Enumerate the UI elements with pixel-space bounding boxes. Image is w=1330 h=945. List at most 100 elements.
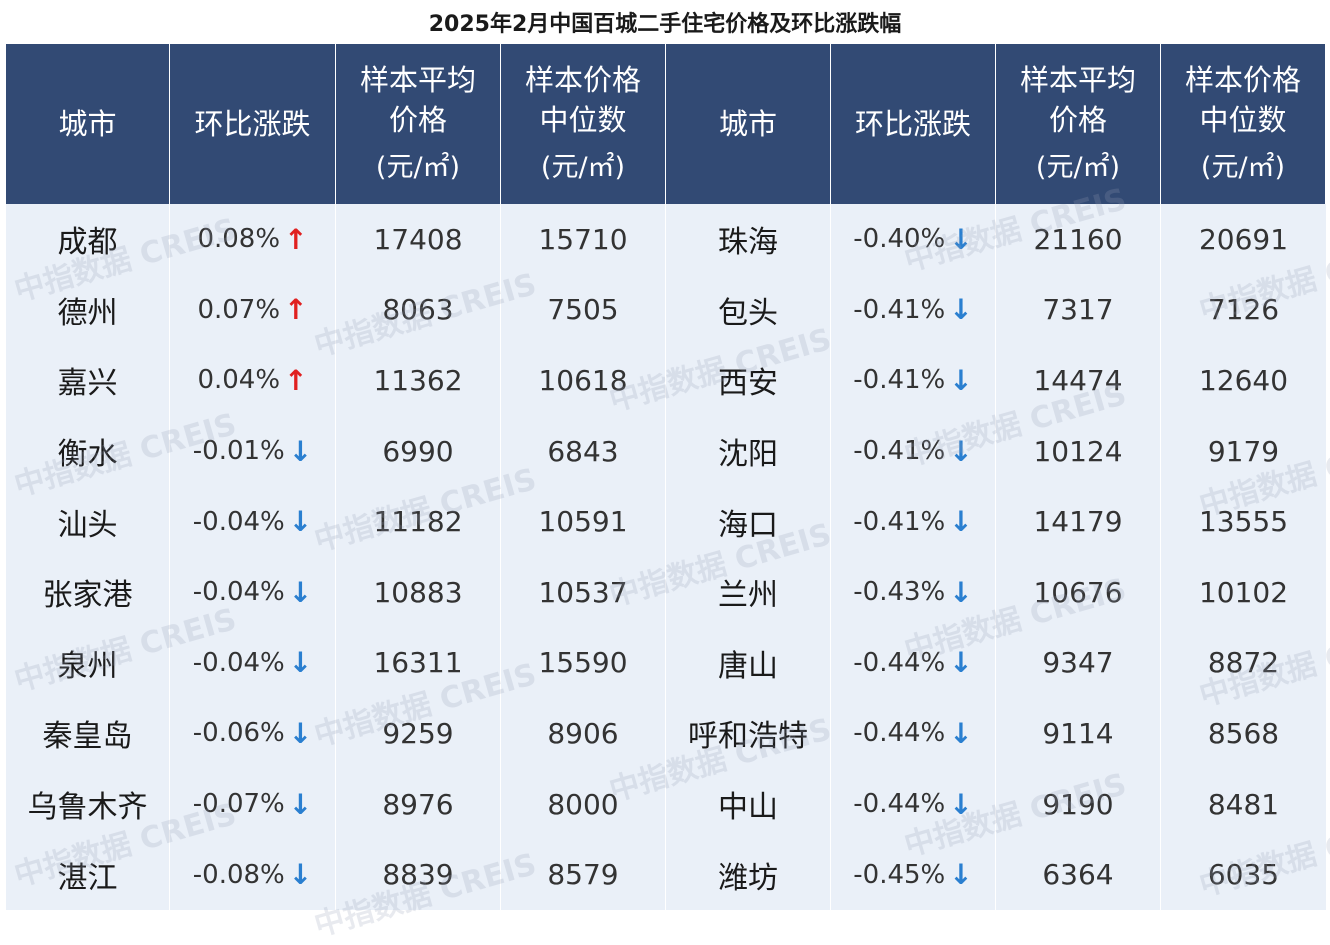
median-price-cell: 8872: [1207, 646, 1280, 680]
change-value: -0.04%: [192, 577, 285, 608]
city-cell: 包头: [666, 274, 831, 346]
change-cell: -0.44% ↓: [831, 627, 996, 699]
arrow-down-icon: ↓: [288, 716, 313, 750]
change-value: -0.45%: [853, 859, 946, 890]
column-header: 样本平均 价格 (元/㎡): [336, 44, 501, 204]
change-cell: -0.44% ↓: [831, 768, 996, 840]
column-header: 样本价格中位数 (元/㎡): [1161, 44, 1326, 204]
arrow-down-icon: ↓: [949, 716, 973, 750]
change-cell: -0.04% ↓: [170, 627, 336, 699]
column-header: 样本价格 中位数 (元/㎡): [501, 44, 666, 204]
median-price-cell: 8000: [501, 768, 666, 840]
arrow-down-icon: ↓: [949, 293, 973, 327]
change-value: -0.40%: [853, 224, 946, 255]
avg-price-cell: 8063: [336, 274, 501, 346]
city-cell: 张家港: [6, 556, 170, 628]
change-cell: -0.43% ↓: [831, 556, 996, 628]
change-value: -0.08%: [192, 859, 285, 890]
avg-price-cell: 6990: [336, 415, 501, 487]
arrow-up-icon: ↑: [284, 293, 308, 327]
header-label: 价格: [1048, 103, 1107, 137]
city-cell: 秦皇岛: [6, 698, 170, 769]
city-cell: 中山: [666, 768, 831, 840]
arrow-down-icon: ↓: [949, 858, 973, 892]
median-price-cell: 8579: [501, 839, 666, 910]
change-cell: -0.06% ↓: [170, 698, 336, 769]
median-price-cell: 12640: [1198, 363, 1289, 397]
column-header: 环比涨跌: [831, 44, 996, 204]
median-price-cell: 20691: [1198, 222, 1289, 256]
change-cell: -0.41% ↓: [831, 345, 996, 416]
median-price-cell: 10102: [1198, 575, 1289, 609]
arrow-up-icon: ↑: [284, 222, 308, 256]
change-value: -0.01%: [192, 436, 285, 467]
change-value: -0.44%: [853, 789, 946, 820]
change-cell: -0.07% ↓: [170, 768, 336, 840]
arrow-down-icon: ↓: [949, 646, 973, 680]
median-price-cell: 7126: [1207, 293, 1280, 327]
city-cell: 衡水: [6, 415, 170, 487]
city-cell: 潍坊: [666, 839, 831, 910]
avg-price-cell: 9347: [996, 627, 1161, 699]
change-cell: 0.07% ↑: [170, 274, 336, 346]
arrow-up-icon: ↑: [284, 363, 308, 397]
avg-price-cell: 8976: [336, 768, 501, 840]
avg-price-cell: 17408: [336, 204, 501, 275]
header-label: 环比涨跌: [854, 107, 971, 141]
avg-price-cell: 8839: [336, 839, 501, 910]
header-label: 城市: [718, 107, 777, 141]
avg-price-cell: 16311: [336, 627, 501, 699]
change-cell: -0.44% ↓: [831, 698, 996, 769]
price-table: 城市 环比涨跌 样本平均 价格 (元/㎡) 样本价格 中位数 (元/㎡) 城市 环比涨跌 样本平均价…: [6, 44, 1326, 910]
header-label: 样本平均: [359, 63, 476, 97]
change-cell: -0.01% ↓: [170, 415, 336, 487]
change-value: -0.41%: [853, 365, 946, 396]
change-cell: -0.04% ↓: [170, 556, 336, 628]
change-value: 0.08%: [197, 224, 281, 255]
avg-price-cell: 14474: [996, 345, 1161, 416]
avg-price-cell: 9190: [996, 768, 1161, 840]
arrow-down-icon: ↓: [288, 505, 313, 539]
change-value: -0.44%: [853, 647, 946, 678]
change-cell: -0.45% ↓: [831, 839, 996, 910]
city-cell: 沈阳: [666, 415, 831, 487]
avg-price-cell: 11182: [336, 486, 501, 557]
median-price-cell: 6035: [1207, 858, 1280, 892]
median-price-cell: 10591: [501, 486, 666, 557]
header-unit: (元/㎡): [540, 152, 626, 183]
avg-price-cell: 21160: [996, 204, 1161, 275]
change-value: -0.41%: [853, 294, 946, 325]
arrow-down-icon: ↓: [949, 787, 973, 821]
median-price-cell: 15710: [501, 204, 666, 275]
header-label: 样本价格: [1184, 63, 1301, 97]
avg-price-cell: 9114: [996, 698, 1161, 769]
change-cell: -0.41% ↓: [831, 486, 996, 557]
column-header: 样本平均 价格 (元/㎡): [996, 44, 1161, 204]
city-cell: 汕头: [6, 486, 170, 557]
median-price-cell: 13555: [1198, 505, 1289, 539]
median-price-cell: 8481: [1207, 787, 1280, 821]
header-label: 样本价格: [524, 63, 641, 97]
city-cell: 海口: [666, 486, 831, 557]
change-value: 0.04%: [197, 365, 281, 396]
header-label: 城市: [58, 107, 117, 141]
avg-price-cell: 14179: [996, 486, 1161, 557]
arrow-down-icon: ↓: [288, 787, 313, 821]
city-cell: 嘉兴: [6, 345, 170, 416]
city-cell: 泉州: [6, 627, 170, 699]
change-cell: -0.41% ↓: [831, 274, 996, 346]
header-unit: (元/㎡): [1200, 152, 1286, 183]
change-value: -0.43%: [853, 577, 946, 608]
change-cell: 0.08% ↑: [170, 204, 336, 275]
city-cell: 德州: [6, 274, 170, 346]
city-cell: 呼和浩特: [666, 698, 831, 769]
change-cell: -0.08% ↓: [170, 839, 336, 910]
median-price-cell: 10537: [501, 556, 666, 628]
median-price-cell: 15590: [501, 627, 666, 699]
city-cell: 唐山: [666, 627, 831, 699]
avg-price-cell: 10124: [996, 415, 1161, 487]
header-label: 中位数: [1199, 103, 1287, 137]
arrow-down-icon: ↓: [949, 505, 973, 539]
avg-price-cell: 11362: [336, 345, 501, 416]
chart-title: 2025年2月中国百城二手住宅价格及环比涨跌幅: [428, 12, 902, 37]
